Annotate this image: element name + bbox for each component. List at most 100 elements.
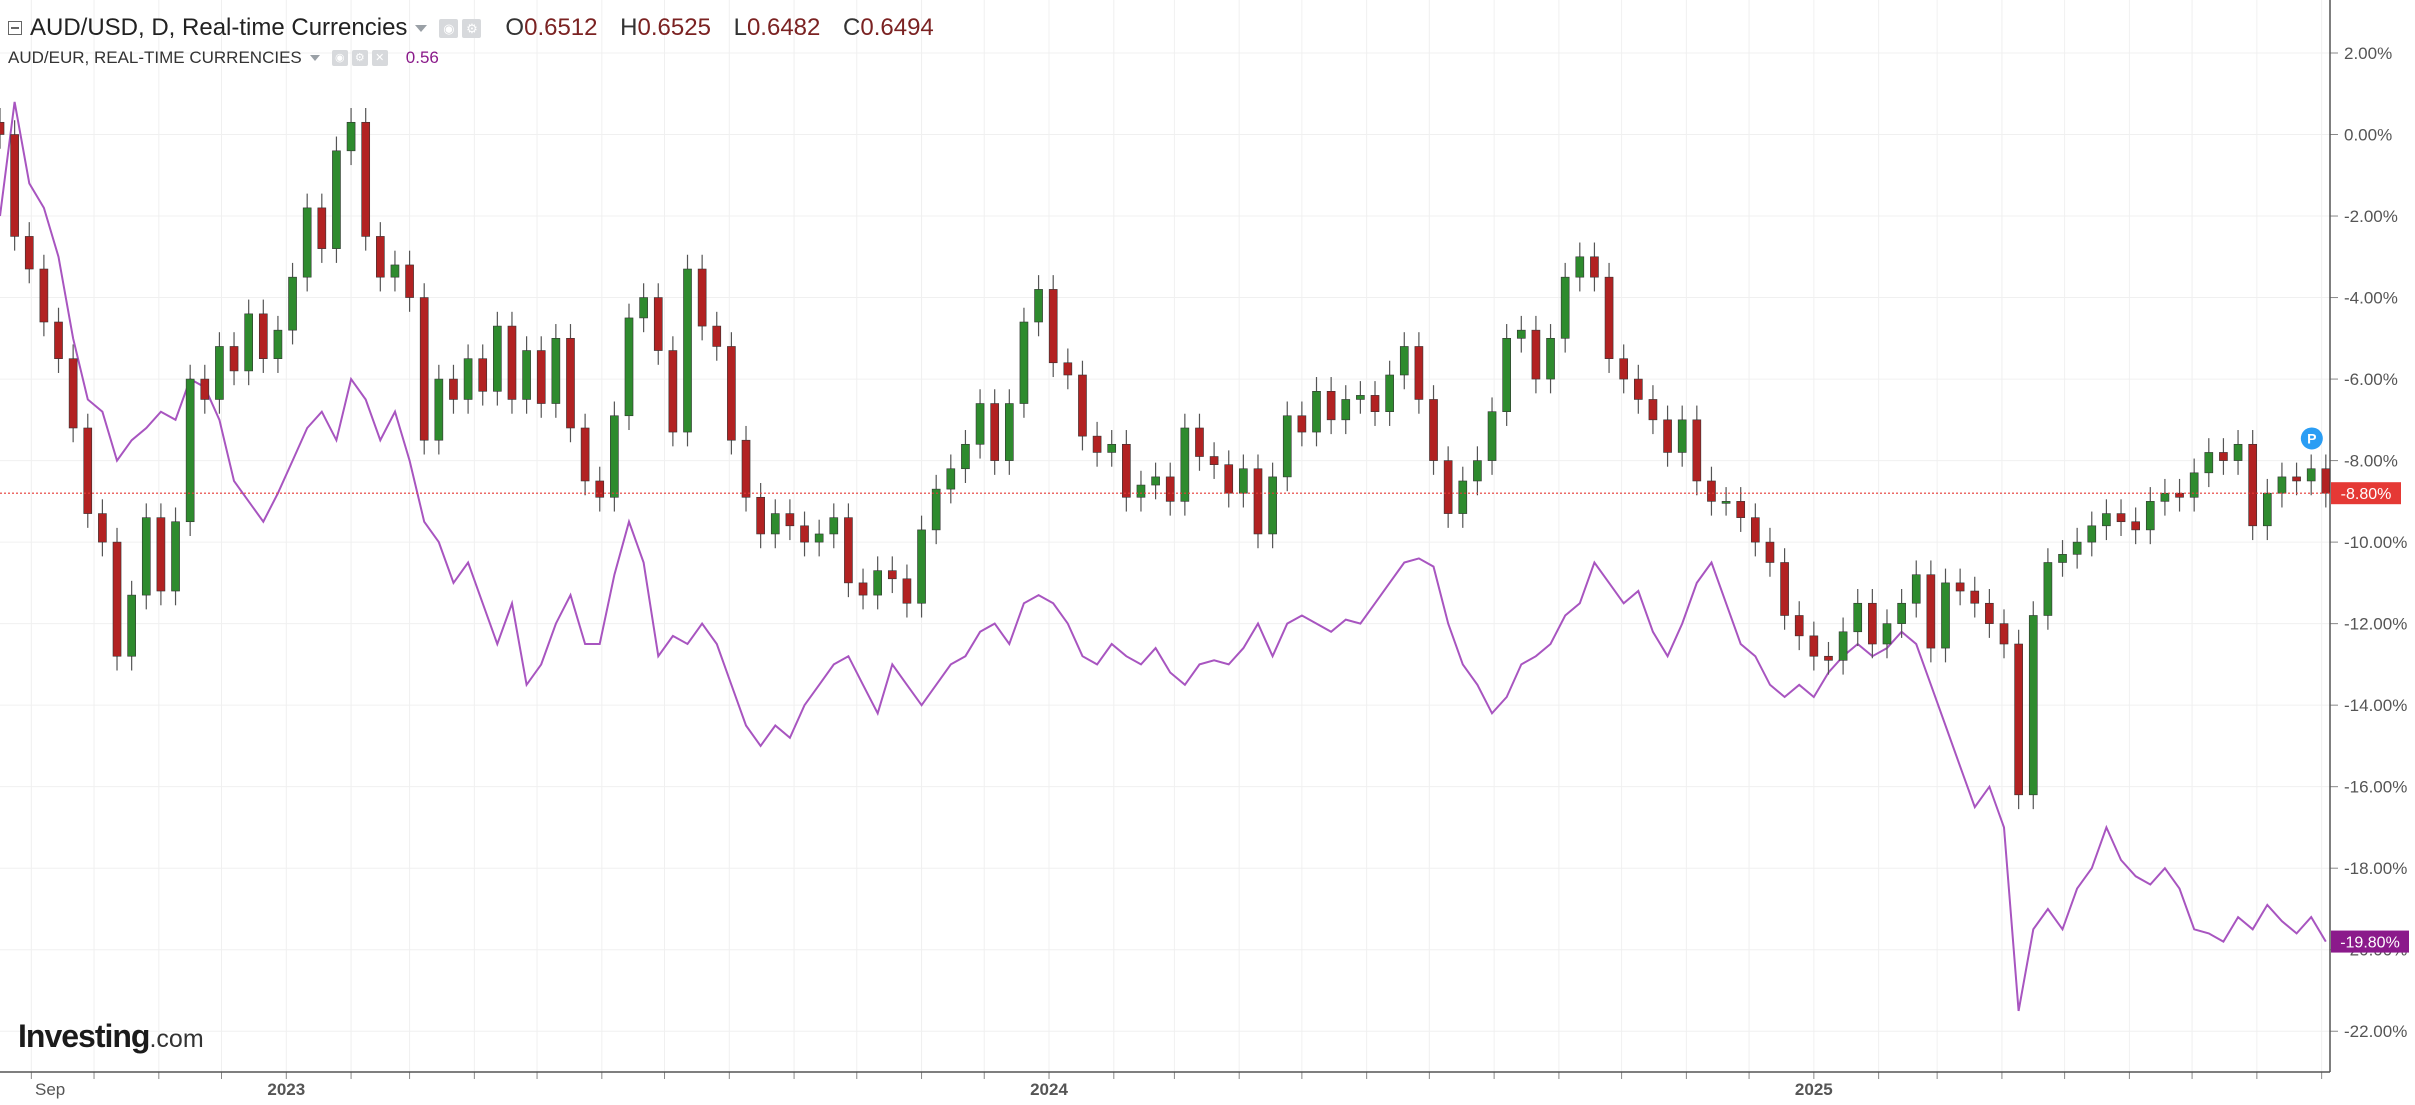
candle-body bbox=[1122, 443, 1131, 498]
candle bbox=[1809, 621, 1819, 671]
candle-body bbox=[1751, 517, 1760, 543]
settings-icon[interactable]: ⚙ bbox=[462, 18, 482, 38]
candle-body bbox=[639, 297, 648, 319]
candle-body bbox=[1019, 321, 1029, 404]
candle-body bbox=[1663, 419, 1672, 453]
compare-symbol-title[interactable]: AUD/EUR, REAL-TIME CURRENCIES bbox=[8, 48, 302, 67]
x-tick-label: Sep bbox=[35, 1080, 65, 1099]
candle bbox=[1034, 275, 1043, 337]
candle bbox=[1663, 405, 1672, 467]
candle-body bbox=[2014, 643, 2023, 796]
candle-body bbox=[1092, 435, 1102, 453]
candle-body bbox=[624, 317, 634, 417]
candle-body bbox=[1312, 391, 1321, 433]
candle-body bbox=[536, 350, 546, 404]
candle bbox=[917, 515, 926, 618]
candle-body bbox=[741, 439, 751, 498]
candle bbox=[1107, 430, 1117, 467]
candle-body bbox=[288, 276, 297, 331]
candle bbox=[2058, 540, 2067, 577]
collapse-icon[interactable] bbox=[8, 21, 22, 35]
chevron-down-icon[interactable] bbox=[309, 55, 320, 61]
candle-body bbox=[171, 521, 180, 592]
candle bbox=[1824, 641, 1833, 675]
candle-body bbox=[683, 268, 692, 433]
y-tick-label: -8.00% bbox=[2344, 452, 2398, 471]
candle-body bbox=[1780, 562, 1789, 616]
candle bbox=[478, 344, 488, 406]
visibility-icon[interactable]: ◉ bbox=[331, 50, 348, 66]
candle-body bbox=[54, 321, 63, 359]
candle bbox=[376, 222, 385, 292]
candle bbox=[1838, 617, 1848, 675]
candle-body bbox=[478, 358, 488, 392]
candle-body bbox=[902, 578, 912, 604]
candle bbox=[419, 283, 429, 455]
candle-body bbox=[1414, 346, 1424, 400]
candle bbox=[1195, 413, 1204, 471]
candle bbox=[858, 568, 868, 610]
candle bbox=[1955, 568, 1965, 606]
close-key: C bbox=[843, 14, 861, 41]
candle bbox=[215, 332, 224, 414]
candle bbox=[1590, 242, 1599, 292]
candle-body bbox=[1107, 443, 1117, 453]
chevron-down-icon[interactable] bbox=[415, 24, 428, 32]
candle-body bbox=[610, 415, 619, 498]
main-symbol-title[interactable]: AUD/USD, D, Real-time Currencies bbox=[30, 14, 408, 41]
candle bbox=[1370, 381, 1380, 426]
candle bbox=[2189, 458, 2199, 512]
candle bbox=[1707, 466, 1716, 516]
candle-body bbox=[2175, 492, 2184, 498]
candle bbox=[1897, 588, 1906, 638]
candle-body bbox=[1458, 480, 1468, 514]
candle bbox=[83, 413, 93, 528]
compare-series-legend: AUD/EUR, REAL-TIME CURRENCIES ◉ ⚙ ✕ 0.56 bbox=[8, 48, 439, 68]
candle-body bbox=[1560, 276, 1570, 339]
candle-body bbox=[1151, 476, 1160, 486]
candle-body bbox=[434, 378, 444, 441]
ohlc-values: O0.6512 H0.6525 L0.6482 C0.6494 bbox=[505, 14, 949, 42]
candle-body bbox=[39, 268, 49, 323]
candle-body bbox=[390, 264, 400, 278]
candle bbox=[1151, 462, 1160, 500]
candle-body bbox=[2233, 443, 2243, 461]
candle bbox=[507, 311, 517, 414]
candle bbox=[1429, 385, 1438, 475]
candle-body bbox=[1546, 338, 1555, 380]
candle-body bbox=[98, 513, 107, 543]
candle-body bbox=[1078, 374, 1087, 437]
event-marker-icon[interactable] bbox=[2300, 427, 2323, 450]
candle bbox=[1048, 275, 1058, 378]
candle-body bbox=[112, 541, 122, 657]
candle-body bbox=[1224, 464, 1234, 494]
y-tick-label: -4.00% bbox=[2344, 289, 2398, 308]
candle-body bbox=[332, 150, 341, 249]
candle-body bbox=[0, 121, 5, 135]
candle-body bbox=[83, 427, 93, 514]
candle bbox=[2175, 478, 2184, 512]
candle bbox=[39, 254, 49, 337]
visibility-icon[interactable]: ◉ bbox=[439, 18, 459, 38]
candle bbox=[1853, 588, 1863, 647]
close-icon[interactable]: ✕ bbox=[371, 50, 388, 66]
candle bbox=[361, 108, 371, 251]
candle bbox=[1268, 462, 1277, 549]
candle bbox=[1209, 442, 1219, 479]
candle-body bbox=[1165, 476, 1175, 502]
candle-body bbox=[258, 313, 268, 359]
candle bbox=[683, 254, 692, 447]
candle bbox=[1443, 446, 1453, 528]
candle-body bbox=[2131, 521, 2140, 531]
candle bbox=[1473, 446, 1482, 496]
candle-body bbox=[712, 325, 722, 347]
candle-body bbox=[1590, 256, 1599, 278]
candle bbox=[814, 519, 824, 557]
settings-icon[interactable]: ⚙ bbox=[351, 50, 368, 66]
candle-body bbox=[2219, 452, 2228, 461]
y-tick-label: 2.00% bbox=[2344, 44, 2392, 63]
candle-body bbox=[1633, 378, 1643, 400]
candle-body bbox=[419, 297, 429, 441]
candle-body bbox=[24, 236, 34, 270]
